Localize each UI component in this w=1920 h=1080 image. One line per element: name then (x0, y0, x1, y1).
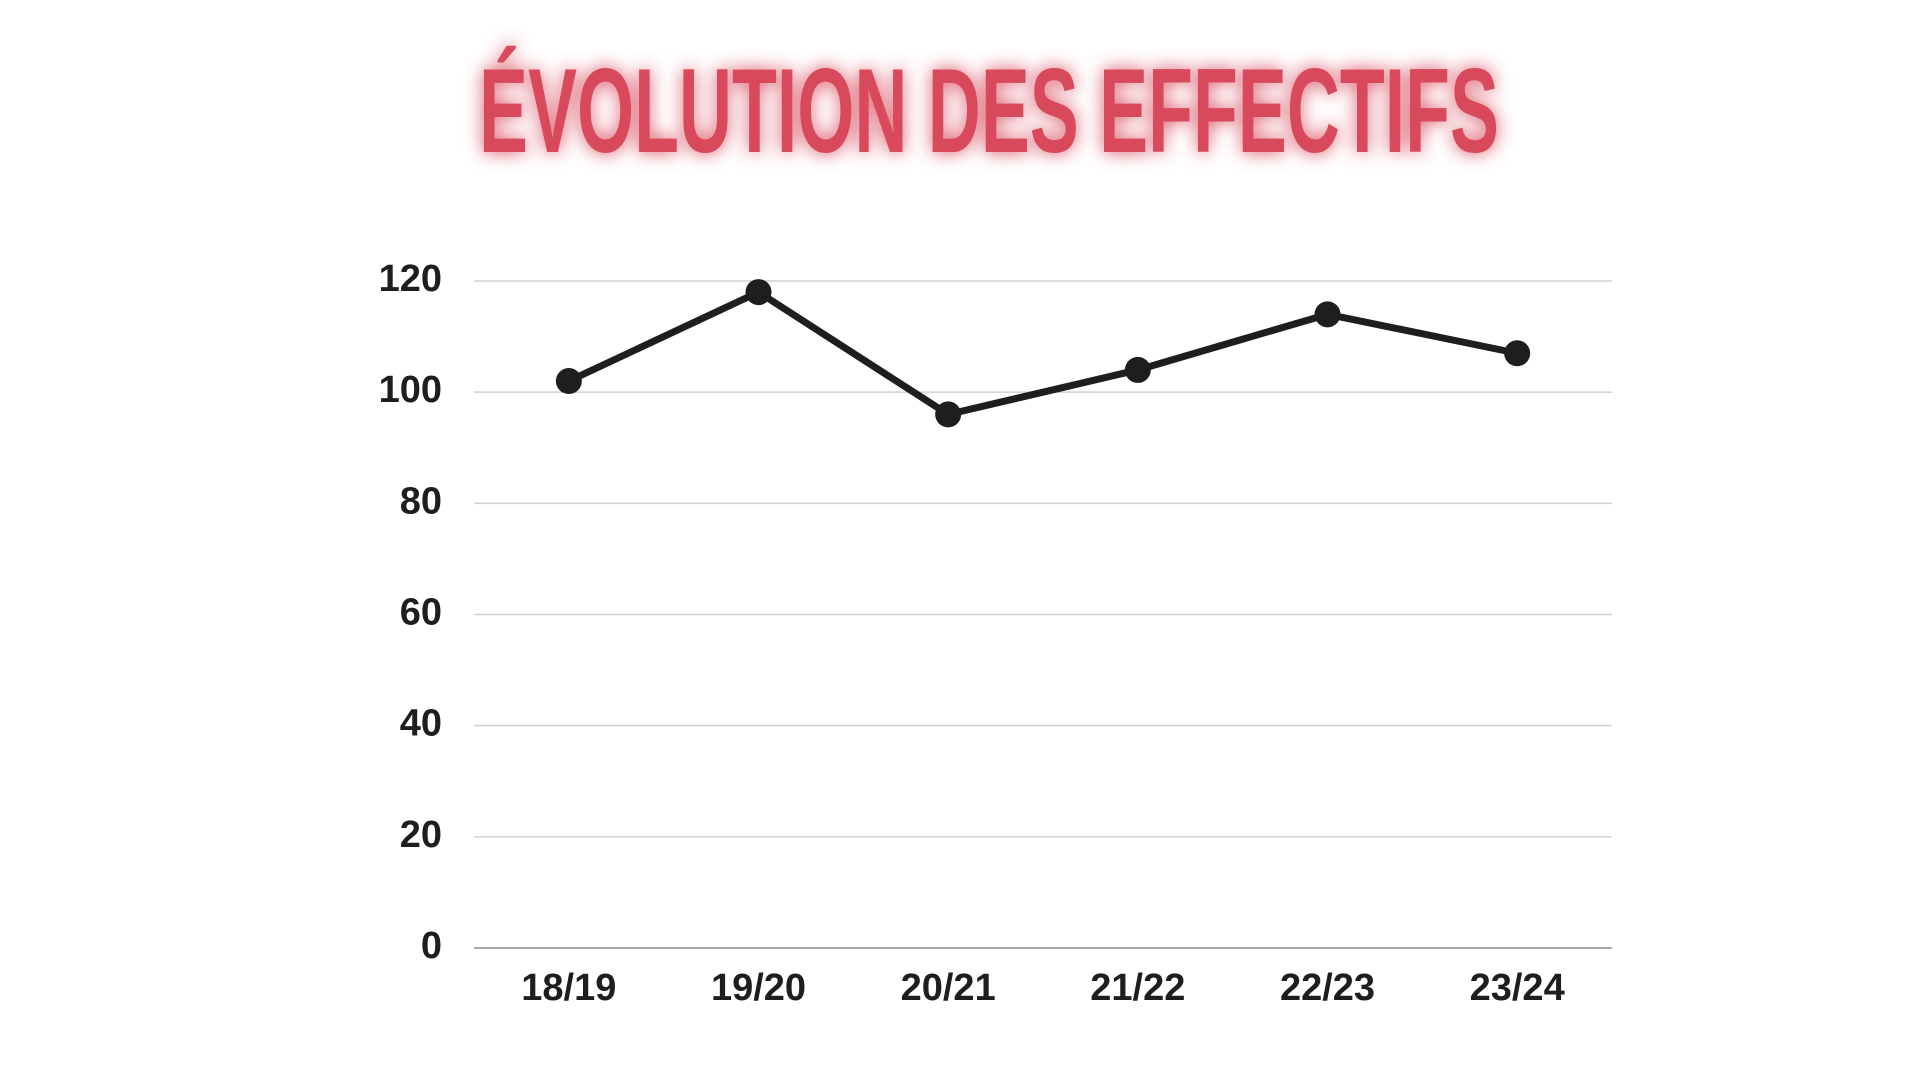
x-tick-label: 23/24 (1470, 967, 1565, 1009)
x-tick-label: 19/20 (711, 967, 806, 1009)
chart-title: ÉVOLUTION DES EFFECTIFS (479, 44, 1499, 178)
point (1504, 340, 1531, 367)
point (555, 368, 582, 395)
point (745, 279, 772, 306)
point (935, 401, 962, 428)
point (1314, 301, 1341, 328)
y-tick-label: 100 (379, 369, 442, 411)
y-tick-label: 20 (400, 814, 442, 856)
x-tick-label: 22/23 (1280, 967, 1375, 1009)
y-tick-label: 0 (421, 925, 442, 967)
y-tick-label: 80 (400, 480, 442, 522)
x-tick-label: 21/22 (1090, 967, 1185, 1009)
line (567, 288, 1518, 418)
point (1124, 356, 1151, 383)
x-tick-label: 20/21 (901, 967, 996, 1009)
y-tick-label: 60 (400, 592, 442, 634)
y-tick-label: 40 (400, 703, 442, 745)
x-tick-label: 18/19 (521, 967, 616, 1009)
y-tick-label: 120 (379, 258, 442, 300)
